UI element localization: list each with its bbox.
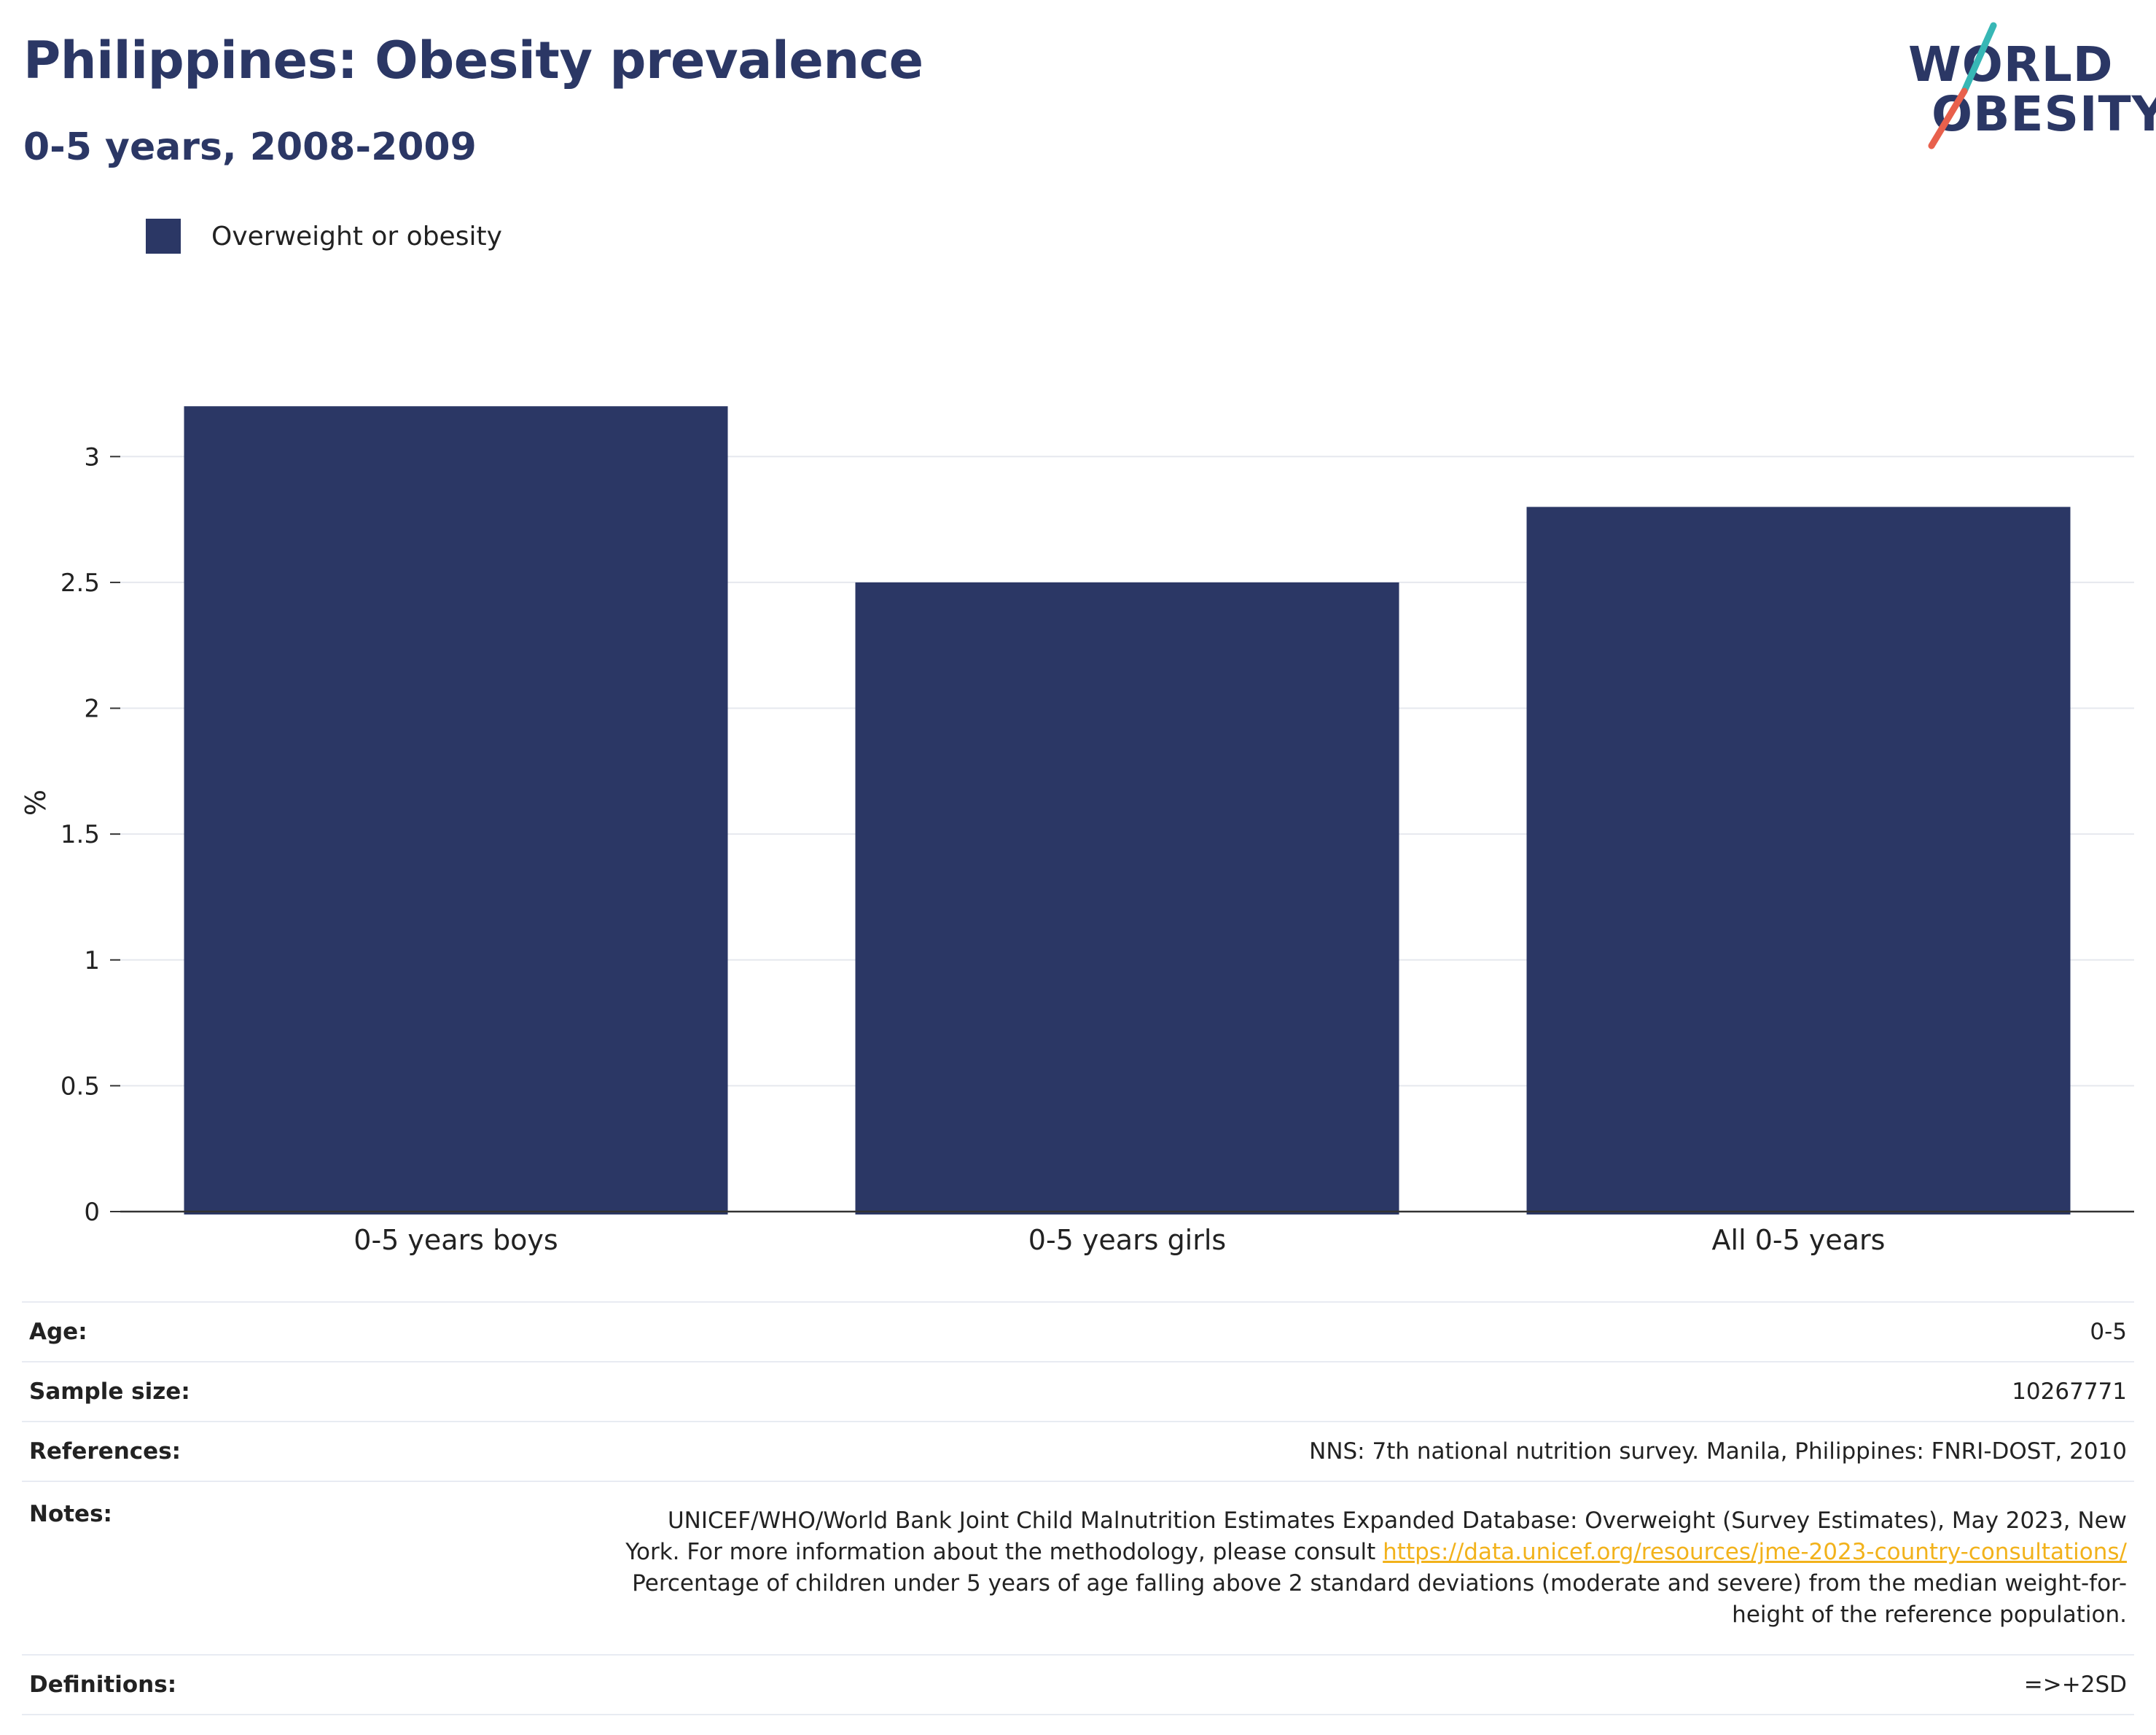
- age-value: 0-5: [255, 1301, 2134, 1362]
- references-value: NNS: 7th national nutrition survey. Mani…: [255, 1421, 2134, 1482]
- logo-text-obesity: OBESITY: [1932, 86, 2156, 142]
- bar-chart: 0 0.5 1 1.5 2 2.5 3% 0-5 years boys 0-5 years gi…: [20, 406, 2134, 1256]
- bar: [1526, 507, 2071, 1214]
- bar: [184, 406, 728, 1215]
- sample-size-value: 10267771: [255, 1361, 2134, 1422]
- info-row-age: Age: 0-5: [22, 1301, 2134, 1362]
- y-axis-label: %: [20, 789, 52, 816]
- y-tick-label: 1: [84, 946, 100, 975]
- page-subtitle: 0-5 years, 2008-2009: [23, 125, 477, 169]
- y-tick-label: 2: [84, 695, 100, 724]
- world-obesity-logo: WORLD OBESITY: [1895, 22, 2156, 160]
- y-tick-label: 3: [84, 442, 100, 472]
- info-row-references: References: NNS: 7th national nutrition …: [22, 1421, 2134, 1482]
- y-tick-label: 1.5: [60, 820, 100, 849]
- sample-size-label: Sample size:: [22, 1361, 255, 1422]
- legend-swatch: [146, 219, 181, 254]
- y-tick-label: 0.5: [60, 1072, 100, 1101]
- age-label: Age:: [22, 1301, 255, 1362]
- x-tick-label: 0-5 years boys: [354, 1224, 558, 1256]
- references-label: References:: [22, 1421, 255, 1482]
- bar: [855, 582, 1399, 1214]
- info-row-sample-size: Sample size: 10267771: [22, 1361, 2134, 1422]
- x-tick-label: 0-5 years girls: [1028, 1224, 1226, 1256]
- notes-line-3: Percentage of children under 5 years of …: [632, 1570, 2127, 1596]
- info-table: Age: 0-5 Sample size: 10267771 Reference…: [22, 1301, 2134, 1715]
- y-tick-label: 0: [84, 1198, 100, 1227]
- x-tick-label: All 0-5 years: [1712, 1224, 1886, 1256]
- notes-line-2: York. For more information about the met…: [625, 1539, 1383, 1565]
- info-row-notes: Notes: UNICEF/WHO/World Bank Joint Child…: [22, 1481, 2134, 1656]
- definitions-label: Definitions:: [22, 1654, 255, 1715]
- logo-slash-icon: [1928, 22, 1997, 149]
- methodology-link[interactable]: https://data.unicef.org/resources/jme-20…: [1383, 1539, 2127, 1565]
- notes-label: Notes:: [22, 1481, 255, 1656]
- notes-value: UNICEF/WHO/World Bank Joint Child Malnut…: [255, 1481, 2134, 1656]
- page-title: Philippines: Obesity prevalence: [23, 31, 923, 90]
- notes-line-4: height of the reference population.: [1732, 1602, 2127, 1628]
- y-tick-label: 2.5: [60, 569, 100, 598]
- notes-line-1: UNICEF/WHO/World Bank Joint Child Malnut…: [667, 1508, 2127, 1534]
- logo-text-world: WORLD: [1908, 36, 2114, 93]
- definitions-value: =>+2SD: [255, 1654, 2134, 1715]
- info-row-definitions: Definitions: =>+2SD: [22, 1654, 2134, 1715]
- legend-label: Overweight or obesity: [211, 222, 502, 252]
